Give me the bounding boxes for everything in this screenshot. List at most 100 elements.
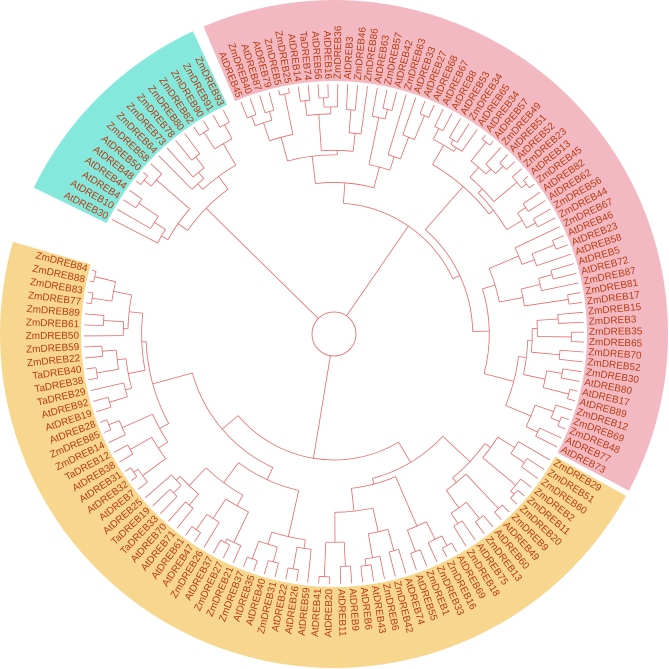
branch — [296, 569, 299, 582]
branch — [550, 263, 575, 271]
branch-arc — [346, 109, 356, 111]
branch — [453, 526, 467, 547]
branch-arc — [382, 107, 393, 111]
branch — [176, 508, 194, 529]
branch — [391, 91, 398, 111]
branch — [427, 542, 438, 562]
branch — [441, 535, 448, 546]
branch — [307, 85, 311, 101]
branch — [152, 372, 193, 385]
branch — [559, 349, 584, 353]
branch-arc — [340, 565, 351, 567]
branch — [188, 467, 207, 486]
branch — [113, 290, 132, 296]
branch — [387, 529, 395, 551]
branch — [360, 86, 368, 135]
branch-arc — [102, 315, 105, 326]
branch-arc — [510, 441, 519, 454]
branch — [528, 200, 546, 212]
branch — [456, 123, 470, 143]
branch — [128, 369, 146, 374]
branch — [461, 520, 476, 541]
branch — [470, 141, 487, 162]
branch-arc — [433, 139, 455, 152]
leaf-label: ZmDREB3 — [588, 314, 637, 327]
branch — [526, 222, 536, 229]
leaf-label: ZmDREB70 — [588, 347, 642, 362]
branch — [441, 547, 448, 558]
branch — [419, 101, 426, 115]
branch — [514, 226, 560, 249]
branch — [125, 387, 132, 391]
branch — [569, 389, 578, 392]
branch — [488, 210, 494, 215]
branch — [108, 434, 126, 443]
branch-arc — [512, 176, 522, 189]
leaf-label: ZmDREB15 — [588, 302, 643, 318]
branch — [345, 84, 349, 110]
branch — [122, 413, 153, 429]
branch — [449, 118, 462, 138]
leaf-label: ZmDREB46 — [353, 26, 369, 81]
branch — [497, 436, 515, 448]
branch — [96, 368, 119, 374]
branch — [156, 179, 190, 210]
branch-arc — [191, 153, 200, 161]
branch — [213, 539, 221, 554]
branch — [102, 349, 117, 352]
branch-arc — [202, 164, 236, 190]
leaf-label: ZmDREB89 — [26, 304, 80, 319]
branch — [197, 183, 204, 190]
branch — [177, 223, 188, 231]
branch — [222, 143, 237, 166]
branch — [109, 396, 128, 403]
branch-arc — [106, 419, 112, 430]
branch-arc — [535, 427, 540, 437]
branch — [567, 398, 576, 402]
branch-arc — [470, 160, 487, 175]
branch — [94, 276, 116, 283]
branch — [442, 436, 471, 463]
branch — [559, 358, 583, 363]
branch — [510, 497, 518, 505]
branch — [475, 521, 485, 534]
branch — [348, 109, 352, 133]
branch — [266, 467, 274, 480]
branch — [442, 113, 453, 131]
branch — [561, 416, 569, 421]
branch — [288, 88, 290, 94]
leaf-label: ZmDREB35 — [589, 326, 643, 337]
branch-arc — [296, 546, 312, 550]
branch-arc — [478, 192, 508, 230]
branch — [84, 313, 105, 316]
branch — [535, 435, 558, 448]
branch — [346, 225, 409, 317]
leaf-label: AtDREB41 — [310, 588, 324, 637]
branch — [90, 382, 124, 392]
branch — [452, 477, 457, 483]
branch — [243, 556, 248, 568]
branch — [194, 532, 201, 542]
branch — [434, 108, 444, 127]
branch — [371, 87, 378, 117]
branch — [402, 97, 417, 136]
branch — [175, 476, 181, 481]
branch-arc — [538, 278, 542, 291]
branch-arc — [360, 564, 372, 567]
branch — [205, 208, 319, 319]
branch — [526, 458, 545, 470]
branch — [184, 133, 201, 155]
branch — [499, 154, 509, 164]
branch-arc — [389, 548, 399, 553]
branch — [461, 128, 478, 152]
branch — [212, 114, 221, 128]
leaf-label: AtDREB59 — [297, 587, 313, 637]
branch — [324, 542, 327, 577]
branch — [521, 259, 535, 265]
branch — [567, 292, 581, 296]
branch — [499, 297, 524, 303]
branch — [223, 462, 239, 483]
branch-arc — [558, 350, 561, 360]
branch — [531, 351, 560, 356]
